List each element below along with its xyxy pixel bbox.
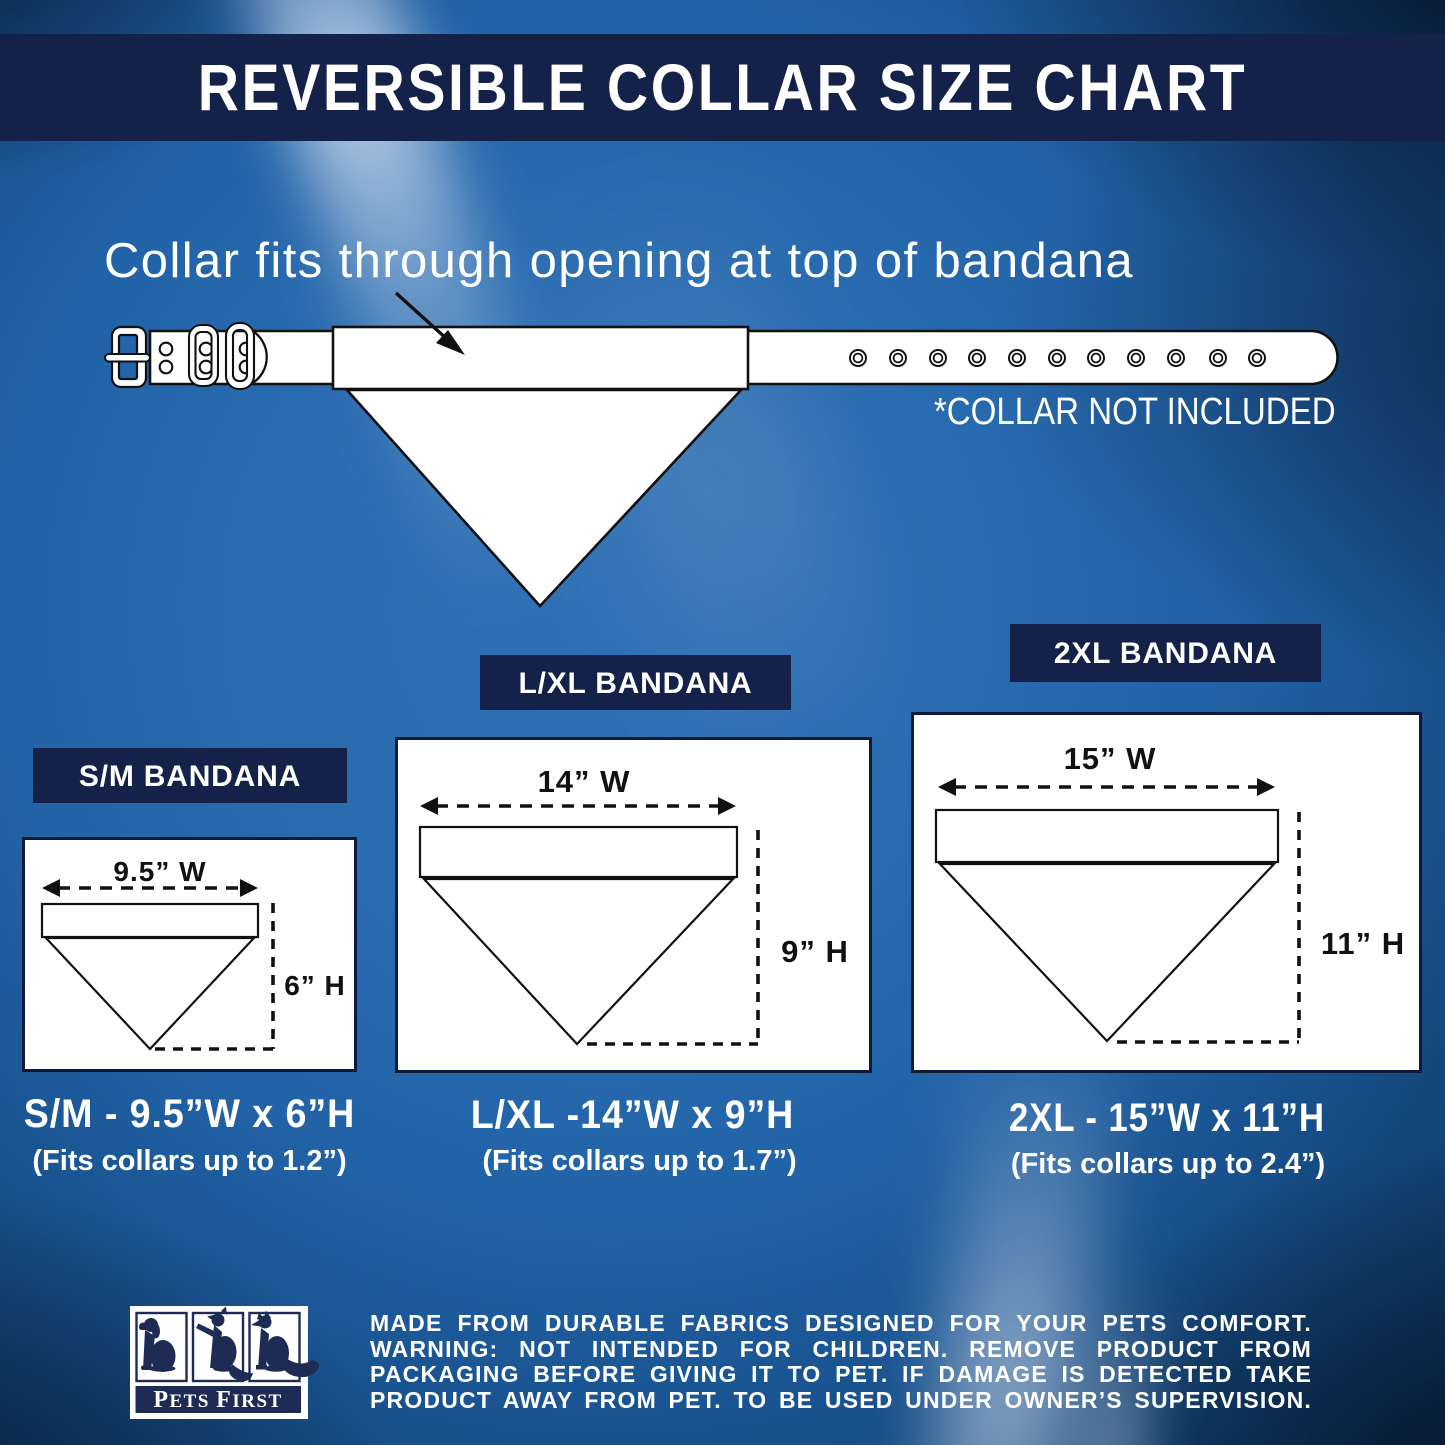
- svg-text:15” W: 15” W: [1064, 741, 1157, 776]
- svg-text:PETS FIRST: PETS FIRST: [153, 1387, 282, 1413]
- svg-text:9” H: 9” H: [781, 934, 849, 969]
- svg-text:6” H: 6” H: [284, 970, 346, 1001]
- svg-text:11” H: 11” H: [1321, 926, 1405, 961]
- svg-text:9.5” W: 9.5” W: [113, 856, 206, 887]
- svg-text:14” W: 14” W: [538, 764, 631, 799]
